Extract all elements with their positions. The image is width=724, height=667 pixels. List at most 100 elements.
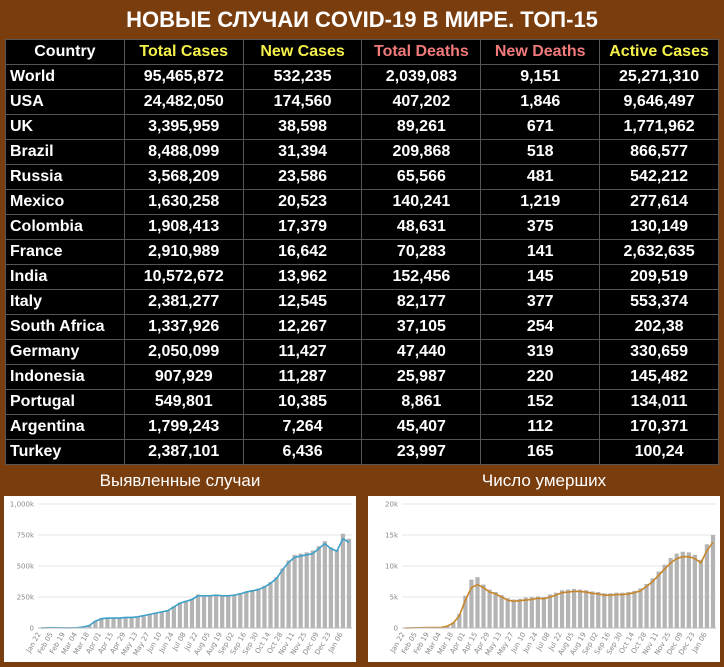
table-cell: 671 bbox=[480, 114, 601, 140]
line bbox=[405, 541, 714, 629]
table-row: Turkey 2,387,101 6,436 23,997 165 100,24 bbox=[5, 439, 719, 465]
table-cell: 45,407 bbox=[361, 414, 482, 440]
table-cell: 23,997 bbox=[361, 439, 482, 465]
table-cell: 37,105 bbox=[361, 314, 482, 340]
column-header: Country bbox=[5, 39, 125, 65]
table-cell: Colombia bbox=[5, 214, 125, 240]
table-cell: 130,149 bbox=[599, 214, 719, 240]
table-cell: 202,38 bbox=[599, 314, 719, 340]
bar bbox=[238, 593, 243, 628]
column-header: Total Cases bbox=[123, 39, 244, 65]
bar bbox=[346, 538, 352, 628]
bar bbox=[274, 577, 279, 628]
table-cell: 6,436 bbox=[242, 439, 363, 465]
table-row: South Africa 1,337,926 12,267 37,105 254 202,… bbox=[5, 314, 719, 340]
table-cell: 145 bbox=[480, 264, 601, 290]
table-cell: 24,482,050 bbox=[123, 89, 244, 115]
table-cell: 112 bbox=[480, 414, 601, 440]
table-cell: 141 bbox=[480, 239, 601, 265]
table-cell: 25,271,310 bbox=[599, 64, 719, 90]
table-cell: Indonesia bbox=[5, 364, 125, 390]
table-cell: 254 bbox=[480, 314, 601, 340]
table-row: UK 3,395,959 38,598 89,261 671 1,771,962 bbox=[5, 114, 719, 140]
table-cell: 10,572,672 bbox=[123, 264, 244, 290]
bar bbox=[505, 598, 510, 628]
bar bbox=[153, 612, 158, 628]
y-tick-label: 5k bbox=[389, 594, 398, 602]
table-cell: France bbox=[5, 239, 125, 265]
table-cell: Germany bbox=[5, 339, 125, 365]
bar bbox=[111, 617, 116, 628]
bar bbox=[469, 579, 474, 628]
table: Country Total Cases New Cases Total Deaths N… bbox=[5, 39, 719, 465]
table-cell: 319 bbox=[480, 339, 601, 365]
bar bbox=[547, 594, 553, 628]
bar bbox=[141, 615, 146, 628]
table-cell: 152 bbox=[480, 389, 601, 415]
table-cell: 13,962 bbox=[242, 264, 363, 290]
chart-title: Число умерших bbox=[481, 471, 607, 490]
bar bbox=[650, 578, 655, 628]
table-cell: Russia bbox=[5, 164, 125, 190]
table-cell: 12,545 bbox=[242, 289, 363, 315]
bar bbox=[280, 568, 285, 628]
table-cell: 100,24 bbox=[599, 439, 719, 465]
table-cell: 9,646,497 bbox=[599, 89, 719, 115]
bar bbox=[584, 590, 589, 628]
bar bbox=[165, 610, 170, 628]
bar bbox=[310, 550, 315, 628]
table-cell: 1,846 bbox=[480, 89, 601, 115]
bar bbox=[286, 560, 291, 628]
table-cell: 3,395,959 bbox=[123, 114, 244, 140]
table-cell: 48,631 bbox=[361, 214, 482, 240]
table-cell: 7,264 bbox=[242, 414, 363, 440]
bar bbox=[226, 595, 231, 628]
header-row: Country Total Cases New Cases Total Deaths N… bbox=[5, 39, 719, 65]
y-tick-label: 0 bbox=[394, 625, 398, 633]
table-cell: 553,374 bbox=[599, 289, 719, 315]
table-cell: 70,283 bbox=[361, 239, 482, 265]
table-cell: 532,235 bbox=[242, 64, 363, 90]
table-cell: 407,202 bbox=[361, 89, 482, 115]
table-cell: 549,801 bbox=[123, 389, 244, 415]
bar bbox=[232, 594, 237, 628]
bar bbox=[268, 582, 273, 628]
bar bbox=[614, 592, 619, 628]
y-tick-label: 15k bbox=[385, 532, 399, 540]
table-cell: 1,337,926 bbox=[123, 314, 244, 340]
table-cell: 518 bbox=[480, 139, 601, 165]
bar bbox=[183, 600, 189, 628]
bar bbox=[135, 616, 140, 628]
table-cell: 209,868 bbox=[361, 139, 482, 165]
table-cell: 1,219 bbox=[480, 189, 601, 215]
bar bbox=[117, 618, 122, 628]
table-cell: Turkey bbox=[5, 439, 125, 465]
y-tick-label: 750k bbox=[17, 532, 35, 540]
chart-title: Выявленные случаи bbox=[99, 471, 261, 490]
bar bbox=[535, 596, 540, 628]
table-cell: 1,771,962 bbox=[599, 114, 719, 140]
bar bbox=[220, 596, 225, 628]
bar bbox=[322, 541, 327, 628]
table-cell: 82,177 bbox=[361, 289, 482, 315]
table-cell: 1,630,258 bbox=[123, 189, 244, 215]
table-cell: 2,050,099 bbox=[123, 339, 244, 365]
bar bbox=[626, 592, 631, 628]
bar bbox=[662, 564, 667, 628]
table-cell: 65,566 bbox=[361, 164, 482, 190]
bar bbox=[123, 617, 128, 628]
bar bbox=[668, 557, 673, 628]
table-cell: 375 bbox=[480, 214, 601, 240]
bar bbox=[262, 585, 267, 628]
table-row: Indonesia 907,929 11,287 25,987 220 145,482 bbox=[5, 364, 719, 390]
bar bbox=[559, 590, 565, 628]
table-cell: 89,261 bbox=[361, 114, 482, 140]
bar bbox=[298, 553, 303, 628]
table-row: Russia 3,568,209 23,586 65,566 481 542,212 bbox=[5, 164, 719, 190]
table-cell: 25,987 bbox=[361, 364, 482, 390]
table-cell: UK bbox=[5, 114, 125, 140]
table-cell: Portugal bbox=[5, 389, 125, 415]
table-cell: 481 bbox=[480, 164, 601, 190]
column-header: Active Cases bbox=[599, 39, 719, 65]
